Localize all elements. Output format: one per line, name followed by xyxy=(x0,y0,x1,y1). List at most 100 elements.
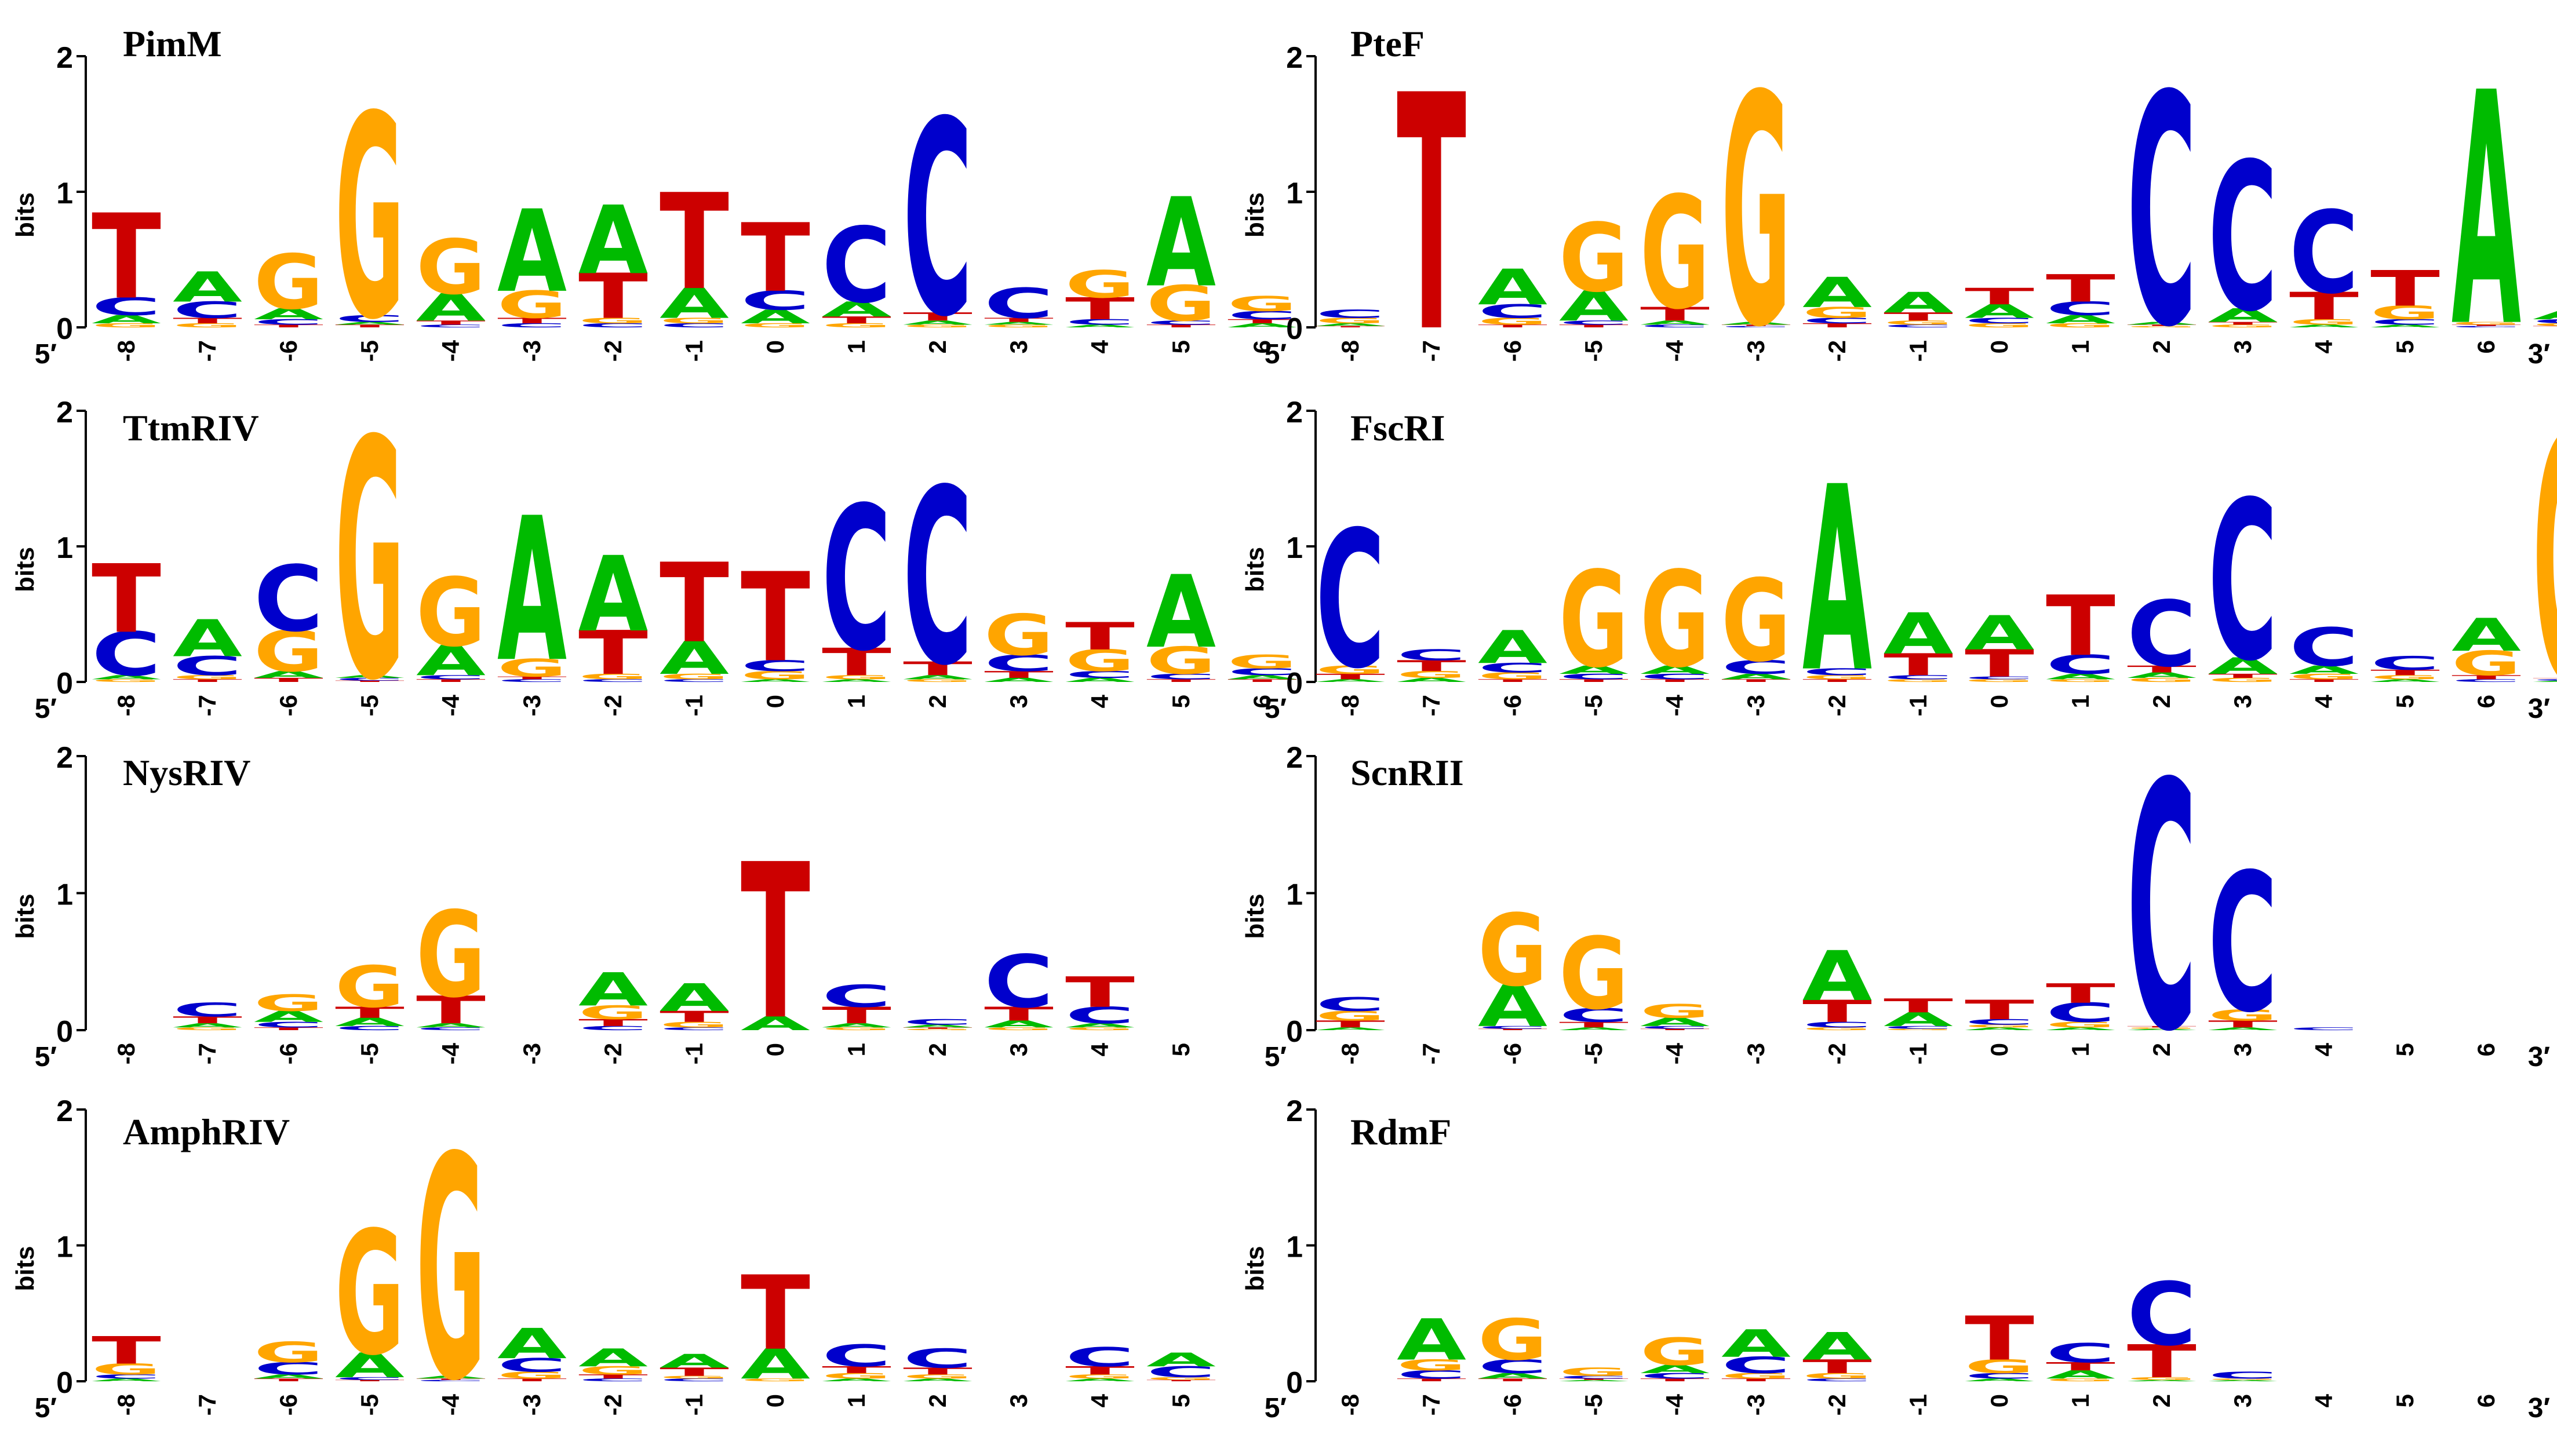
logo-letter-t: T xyxy=(578,618,648,688)
logo-letter-g: G xyxy=(2208,1378,2278,1381)
logo-letter-c: C xyxy=(1802,1378,1872,1382)
logo-letter-a: A xyxy=(984,1019,1054,1030)
position-label: 1 xyxy=(2067,1394,2094,1407)
three-prime-label: 3′ xyxy=(2528,694,2550,724)
position-label: -3 xyxy=(518,1394,545,1415)
logo-letter-c: C xyxy=(254,318,323,326)
position-label: -6 xyxy=(275,1043,302,1064)
panel-title: RdmF xyxy=(1350,1111,1451,1152)
logo-letter-c: C xyxy=(660,1378,729,1382)
logo-letter-c: C xyxy=(2452,678,2521,683)
position-label: 4 xyxy=(1086,694,1113,708)
logo-letter-t: T xyxy=(416,319,486,326)
logo-letter-c: C xyxy=(984,651,1054,677)
logo-letter-t: T xyxy=(2127,324,2197,327)
logo-letter-a: A xyxy=(1559,283,1629,331)
logo-letter-g: G xyxy=(1146,1377,1216,1381)
logo-letter-t: T xyxy=(2452,324,2521,327)
position-label: 3 xyxy=(2229,1043,2256,1056)
position-label: -7 xyxy=(194,1043,221,1064)
logo-letter-g: G xyxy=(1965,322,2034,329)
logo-letter-t: T xyxy=(1227,678,1297,683)
logo-letter-a: A xyxy=(1721,321,1791,326)
logo-letter-t: T xyxy=(2370,668,2440,677)
logo-letter-g: G xyxy=(1721,29,1791,397)
logo-letter-a: A xyxy=(2208,305,2278,327)
position-label: -7 xyxy=(194,1394,221,1415)
logo-letter-a: A xyxy=(660,1351,729,1373)
logo-letter-g: G xyxy=(416,559,486,668)
position-label: 4 xyxy=(1086,1393,1113,1407)
logo-letter-c: C xyxy=(254,547,323,652)
logo-letter-a: A xyxy=(1478,621,1547,674)
logo-letter-t: T xyxy=(254,677,323,683)
logo-letter-a: A xyxy=(2046,313,2115,326)
position-label: -8 xyxy=(112,1394,140,1415)
logo-letter-a: A xyxy=(1965,1027,2034,1031)
logo-letter-c: C xyxy=(1640,1371,1710,1380)
position-label: -2 xyxy=(599,1043,626,1064)
logo-letter-c: C xyxy=(822,206,891,327)
position-label: -4 xyxy=(1661,340,1688,362)
position-label: -4 xyxy=(1661,694,1688,716)
logo-letter-a: A xyxy=(2208,653,2278,680)
logo-letter-t: T xyxy=(2046,267,2115,311)
logo-letter-g: G xyxy=(2289,672,2359,681)
logo-letter-t: T xyxy=(254,1378,323,1382)
y-tick-label: 2 xyxy=(1286,396,1303,429)
logo-letter-a: A xyxy=(173,1022,242,1028)
y-axis-label: bits xyxy=(11,547,39,592)
logo-letter-g: G xyxy=(2127,1377,2197,1381)
y-tick-label: 0 xyxy=(1286,1015,1303,1049)
logo-letter-t: T xyxy=(2208,1019,2278,1030)
position-label: -7 xyxy=(1418,1043,1445,1064)
logo-letter-g: G xyxy=(984,324,1054,329)
logo-letter-t: T xyxy=(1640,303,1710,325)
panel-title: FscRI xyxy=(1350,407,1445,448)
logo-letter-t: T xyxy=(741,1255,810,1373)
logo-letter-t: T xyxy=(1065,1364,1135,1377)
logo-letter-t: T xyxy=(1146,678,1216,683)
logo-letter-c: C xyxy=(497,1354,567,1376)
logo-letter-g: G xyxy=(578,1364,648,1377)
logo-letter-t: T xyxy=(1316,1019,1385,1030)
logo-letter-g: G xyxy=(1065,262,1135,306)
logo-letter-t: T xyxy=(335,1003,405,1021)
logo-letter-c: C xyxy=(1065,669,1135,680)
y-axis-label: bits xyxy=(11,1246,39,1291)
logo-letter-c: C xyxy=(416,674,486,680)
logo-letter-t: T xyxy=(1802,1356,1872,1378)
logo-letter-t: T xyxy=(1640,1028,1710,1031)
y-tick-label: 1 xyxy=(56,177,73,210)
position-label: -1 xyxy=(1904,1043,1932,1064)
position-label: 0 xyxy=(1986,1043,2013,1056)
logo-letter-g: G xyxy=(2127,677,2197,683)
logo-letter-a: A xyxy=(984,321,1054,326)
logo-letter-a: A xyxy=(1478,1371,1547,1380)
logo-letter-g: G xyxy=(1884,319,1953,326)
position-label: 3 xyxy=(2229,695,2256,708)
logo-letter-g: G xyxy=(416,886,486,1024)
logo-letter-t: T xyxy=(578,1017,648,1028)
logo-letter-g: G xyxy=(578,1002,648,1024)
position-label: -7 xyxy=(194,695,221,716)
logo-letter-t: T xyxy=(1965,995,2034,1026)
position-label: -4 xyxy=(437,1393,464,1415)
logo-letter-a: A xyxy=(578,535,648,655)
y-tick-label: 1 xyxy=(1286,1231,1303,1264)
logo-letter-t: T xyxy=(1721,1378,1791,1382)
y-axis-label: bits xyxy=(11,192,39,238)
position-label: 4 xyxy=(2310,1393,2337,1407)
position-label: -1 xyxy=(680,340,708,362)
position-label: 3 xyxy=(1005,340,1032,353)
logo-letter-c: C xyxy=(1065,318,1135,326)
logo-letter-t: T xyxy=(2533,677,2557,680)
logo-letter-g: G xyxy=(92,1360,161,1378)
logo-letter-t: T xyxy=(1227,318,1297,324)
logo-letter-g: G xyxy=(1965,1356,2034,1378)
